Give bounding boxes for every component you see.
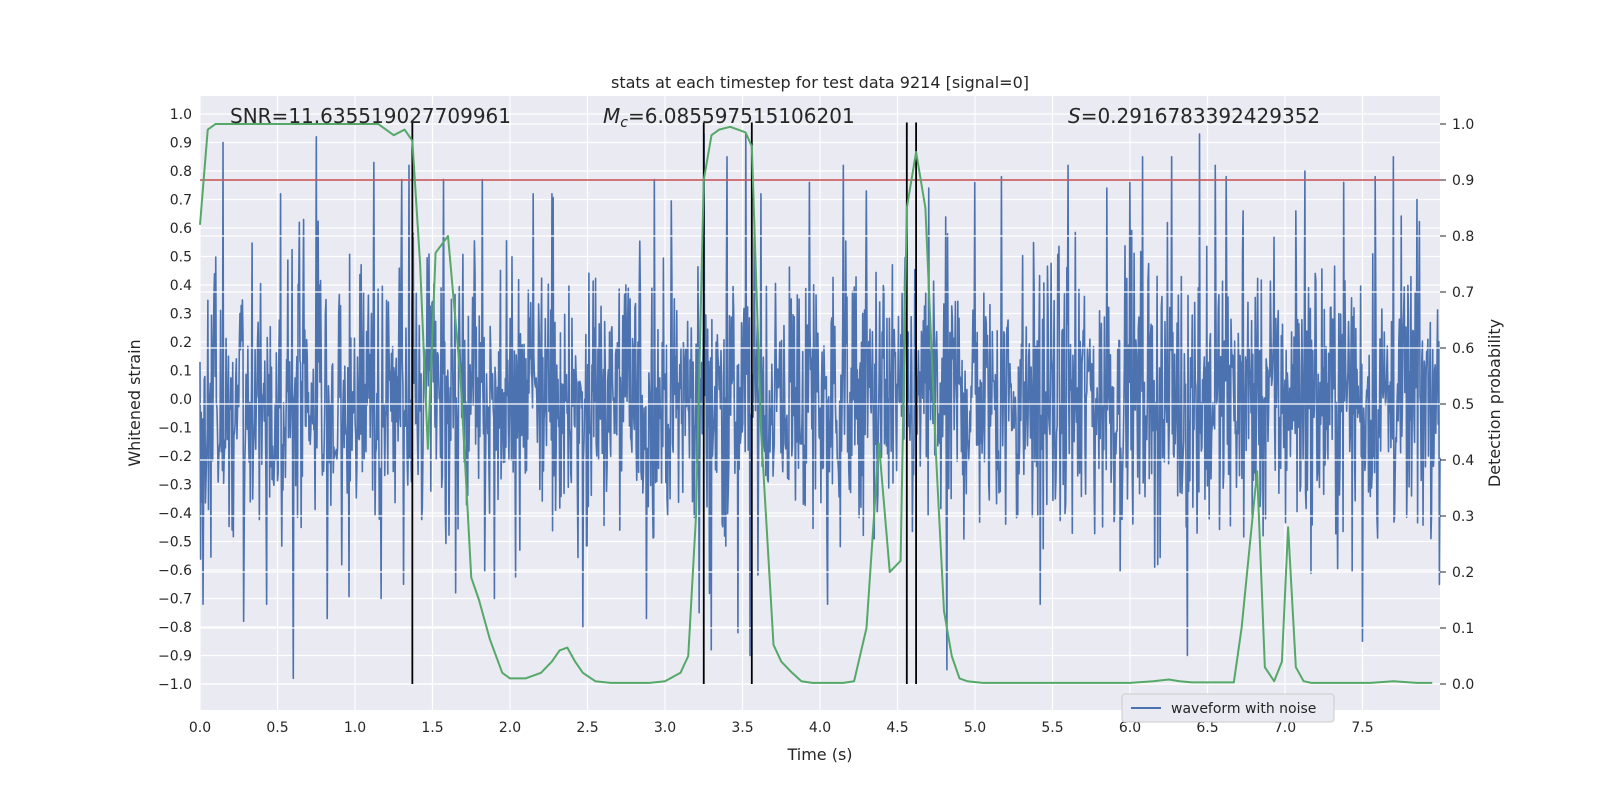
x-tick-label: 1.0 bbox=[344, 720, 366, 736]
left-y-tick-label: −0.2 bbox=[158, 449, 192, 465]
right-y-tick-label: 0.6 bbox=[1452, 341, 1474, 357]
right-y-tick-label: 0.8 bbox=[1452, 229, 1474, 245]
chirp-mass-annotation: Mc=6.085597515106201 bbox=[603, 104, 855, 131]
x-axis-label: Time (s) bbox=[786, 745, 852, 764]
left-y-tick-label: 0.4 bbox=[170, 278, 192, 294]
right-y-tick-label: 1.0 bbox=[1452, 117, 1474, 133]
right-y-tick-label: 0.5 bbox=[1452, 397, 1474, 413]
left-y-axis-ticks: 1.0 0.9 0.8 0.7 0.6 0.5 0.4 0.3 0.2 0.1 0.0 −0.1 −0.… bbox=[158, 107, 192, 693]
chart-title: stats at each timestep for test data 921… bbox=[611, 73, 1029, 92]
x-tick-label: 3.0 bbox=[654, 720, 676, 736]
x-tick-label: 7.0 bbox=[1274, 720, 1296, 736]
left-y-tick-label: −0.6 bbox=[158, 563, 192, 579]
left-y-tick-label: 0.1 bbox=[170, 364, 192, 380]
right-y-tick-label: 0.1 bbox=[1452, 621, 1474, 637]
legend: waveform with noise bbox=[1121, 693, 1335, 723]
left-y-tick-label: 0.3 bbox=[170, 307, 192, 323]
left-y-tick-label: 0.6 bbox=[170, 221, 192, 237]
left-y-tick-label: −0.5 bbox=[158, 535, 192, 551]
x-tick-label: 7.5 bbox=[1351, 720, 1373, 736]
snr-annotation: SNR=11.635519027709961 bbox=[230, 104, 511, 128]
s-value: =0.2916783392429352 bbox=[1081, 104, 1320, 128]
left-y-tick-label: 0.9 bbox=[170, 136, 192, 152]
x-tick-label: 6.0 bbox=[1119, 720, 1141, 736]
left-y-tick-label: −0.1 bbox=[158, 421, 192, 437]
x-tick-label: 0.5 bbox=[266, 720, 288, 736]
left-y-tick-label: −1.0 bbox=[158, 677, 192, 693]
right-y-axis-label: Detection probability bbox=[1485, 319, 1504, 487]
legend-label-waveform: waveform with noise bbox=[1171, 701, 1316, 717]
legend-box bbox=[1121, 693, 1335, 723]
right-y-tick-label: 0.0 bbox=[1452, 677, 1474, 693]
right-y-tick-label: 0.7 bbox=[1452, 285, 1474, 301]
x-axis-ticks: 0.0 0.5 1.0 1.5 2.0 2.5 3.0 3.5 4.0 4.5 5.0 5.5 6.0 6… bbox=[189, 720, 1374, 736]
x-tick-label: 0.0 bbox=[189, 720, 211, 736]
left-y-tick-label: 0.8 bbox=[170, 164, 192, 180]
right-y-tick-label: 0.9 bbox=[1452, 173, 1474, 189]
left-y-tick-label: 0.2 bbox=[170, 335, 192, 351]
detection-probability-line bbox=[199, 123, 1433, 684]
x-tick-label: 1.5 bbox=[421, 720, 443, 736]
s-symbol: S bbox=[1068, 104, 1081, 128]
x-tick-label: 4.5 bbox=[886, 720, 908, 736]
snr-label: SNR= bbox=[230, 104, 288, 128]
right-axis-grid bbox=[200, 123, 1440, 685]
left-y-tick-label: −0.9 bbox=[158, 649, 192, 665]
right-y-tick-label: 0.2 bbox=[1452, 565, 1474, 581]
left-y-tick-label: −0.7 bbox=[158, 592, 192, 608]
left-y-tick-label: 0.7 bbox=[170, 193, 192, 209]
waveform-line bbox=[199, 133, 1441, 680]
left-y-tick-label: 0.5 bbox=[170, 250, 192, 266]
chirp-mass-symbol: M bbox=[603, 104, 620, 128]
chirp-mass-subscript: c bbox=[620, 115, 628, 131]
waveform-series bbox=[199, 133, 1441, 680]
left-y-axis-label: Whitened strain bbox=[125, 339, 144, 466]
detection-probability-series bbox=[199, 123, 1433, 684]
right-y-tick-label: 0.3 bbox=[1452, 509, 1474, 525]
left-y-tick-label: 1.0 bbox=[170, 107, 192, 123]
x-tick-label: 4.0 bbox=[809, 720, 831, 736]
left-y-tick-label: −0.4 bbox=[158, 506, 192, 522]
x-tick-label: 5.0 bbox=[964, 720, 986, 736]
x-tick-label: 2.0 bbox=[499, 720, 521, 736]
chirp-mass-value: =6.085597515106201 bbox=[628, 104, 855, 128]
s-annotation: S=0.2916783392429352 bbox=[1068, 104, 1320, 128]
x-tick-label: 6.5 bbox=[1196, 720, 1218, 736]
right-y-tick-label: 0.4 bbox=[1452, 453, 1474, 469]
left-y-tick-label: −0.8 bbox=[158, 620, 192, 636]
snr-value: 11.635519027709961 bbox=[288, 104, 511, 128]
left-y-tick-label: −0.3 bbox=[158, 478, 192, 494]
right-y-axis-ticks: 1.0 0.9 0.8 0.7 0.6 0.5 0.4 0.3 0.2 0.1 0.0 bbox=[1440, 117, 1474, 693]
x-tick-label: 5.5 bbox=[1041, 720, 1063, 736]
x-tick-label: 2.5 bbox=[576, 720, 598, 736]
x-tick-label: 3.5 bbox=[731, 720, 753, 736]
left-y-tick-label: 0.0 bbox=[170, 392, 192, 408]
